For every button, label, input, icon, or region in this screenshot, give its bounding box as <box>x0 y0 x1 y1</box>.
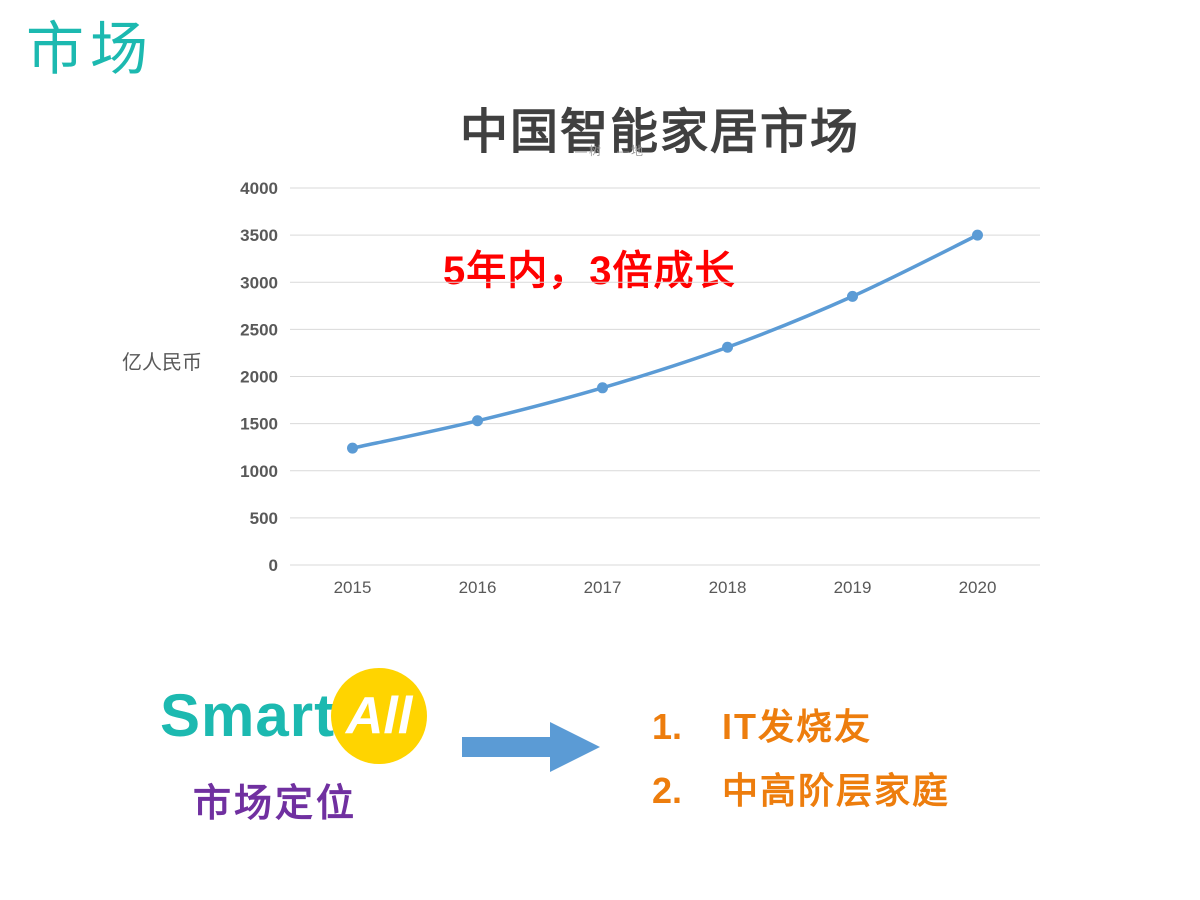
svg-text:2018: 2018 <box>709 578 747 597</box>
svg-text:500: 500 <box>250 509 278 528</box>
smartall-logo: Smart All <box>160 668 428 764</box>
svg-text:2020: 2020 <box>959 578 997 597</box>
list-item: 2. 中高阶层家庭 <box>652 762 950 814</box>
svg-text:1500: 1500 <box>240 415 278 434</box>
page-title: 市场 <box>26 17 155 82</box>
list-item-label: 中高阶层家庭 <box>722 770 951 811</box>
line-chart: 0 500 1000 1500 2000 2500 3000 3500 4000 2015 2016… <box>240 179 1040 597</box>
target-audience-list: 1. IT发烧友 2. 中高阶层家庭 <box>652 698 950 814</box>
chart-legend-note: —树 —地 <box>574 144 645 158</box>
svg-text:2019: 2019 <box>834 578 872 597</box>
svg-text:2016: 2016 <box>459 578 497 597</box>
chart-title: 中国智能家居市场 <box>459 106 860 159</box>
market-positioning-label: 市场定位 <box>193 783 358 825</box>
list-item: 1. IT发烧友 <box>652 698 950 750</box>
svg-text:4000: 4000 <box>240 179 278 198</box>
list-item-number: 1. <box>652 706 683 747</box>
list-item-number: 2. <box>652 770 683 811</box>
svg-text:1000: 1000 <box>240 462 278 481</box>
growth-annotation: 5年内，3倍成长 <box>443 249 736 293</box>
svg-text:0: 0 <box>269 556 278 575</box>
list-item-label: IT发烧友 <box>722 706 872 747</box>
svg-text:3000: 3000 <box>240 273 278 292</box>
y-axis-unit-label: 亿人民币 <box>122 352 202 374</box>
logo-badge-all: All <box>331 668 428 764</box>
arrow-right-icon <box>462 722 600 772</box>
svg-text:2015: 2015 <box>334 578 372 597</box>
svg-text:2017: 2017 <box>584 578 622 597</box>
svg-text:3500: 3500 <box>240 226 278 245</box>
svg-text:2000: 2000 <box>240 368 278 387</box>
svg-text:2500: 2500 <box>240 320 278 339</box>
logo-text-smart: Smart <box>160 682 336 749</box>
